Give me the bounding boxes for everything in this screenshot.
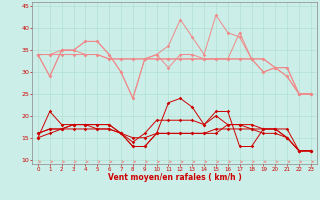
X-axis label: Vent moyen/en rafales ( km/h ): Vent moyen/en rafales ( km/h ) <box>108 173 241 182</box>
